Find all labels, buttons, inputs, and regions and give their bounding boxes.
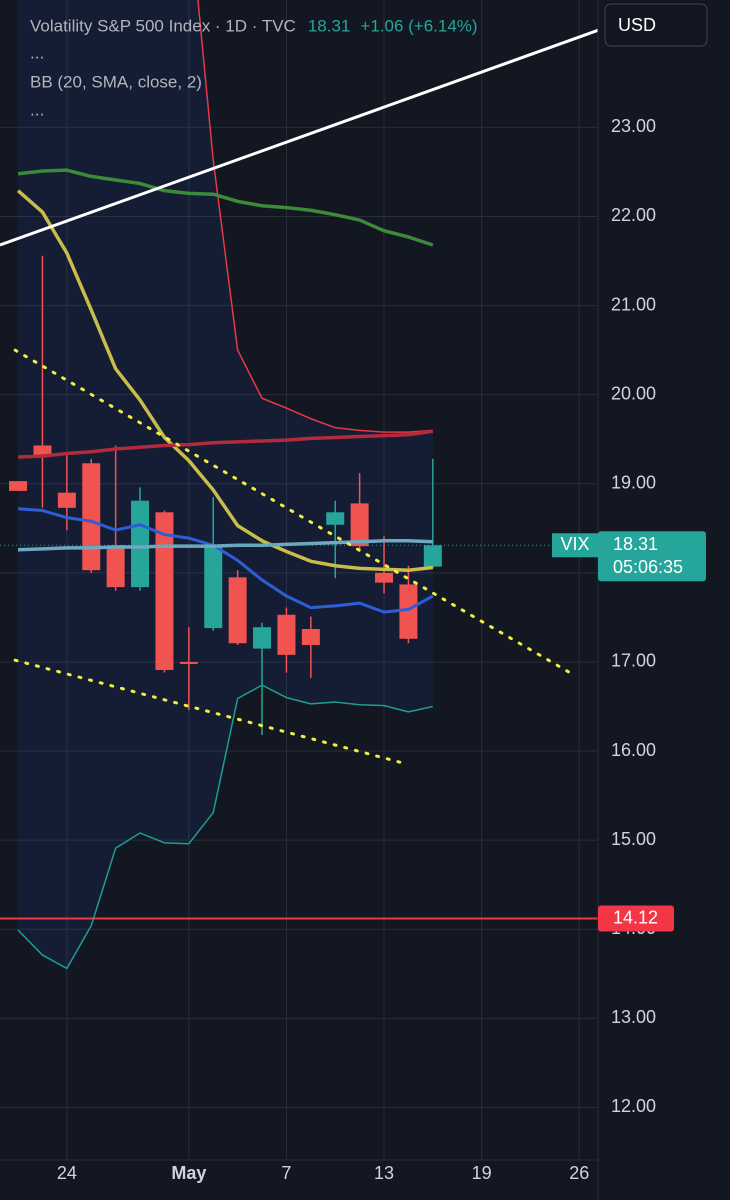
indicator-line <box>17 684 433 970</box>
x-tick-label: 26 <box>569 1163 589 1183</box>
x-tick-label: 19 <box>472 1163 492 1183</box>
x-tick-label: 13 <box>374 1163 394 1183</box>
candle-body <box>82 463 101 571</box>
candle-body <box>301 629 320 646</box>
axes: 12.0013.0014.0015.0016.0017.0018.0019.00… <box>57 116 706 1183</box>
hline-label: 14.12 <box>613 907 658 927</box>
indicator-line <box>17 168 434 247</box>
indicator-line <box>17 539 433 552</box>
indicator-line <box>17 429 434 459</box>
candle-body <box>253 627 272 649</box>
y-tick-label: 20.00 <box>611 383 656 403</box>
y-tick-label: 17.00 <box>611 651 656 671</box>
indicator-more: ... <box>30 100 44 119</box>
y-tick-label: 23.00 <box>611 116 656 136</box>
candle-body <box>204 545 223 629</box>
trend-line <box>13 348 572 675</box>
candle-body <box>131 500 150 588</box>
y-tick-label: 21.00 <box>611 294 656 314</box>
candle-body <box>399 584 418 639</box>
price-change: +1.06 (+6.14%) <box>360 16 477 35</box>
trend-line <box>0 28 598 247</box>
x-tick-label: 24 <box>57 1163 77 1183</box>
legend: Volatility S&P 500 Index · 1D · TVC 18.3… <box>30 16 478 119</box>
currency-button[interactable]: USD <box>604 3 708 47</box>
countdown-label: 05:06:35 <box>613 557 683 577</box>
trend-line <box>13 658 407 766</box>
price-badge <box>598 531 706 582</box>
x-tick-label: 7 <box>281 1163 291 1183</box>
candle-body <box>106 545 125 588</box>
candle-body <box>155 512 174 670</box>
price-label: 18.31 <box>613 534 658 554</box>
hline-badge <box>598 905 674 932</box>
y-tick-label: 15.00 <box>611 829 656 849</box>
indicator-label: BB (20, SMA, close, 2) <box>30 72 202 91</box>
currency-label[interactable]: USD <box>618 15 656 35</box>
last-price: 18.31 <box>308 16 351 35</box>
indicator-line <box>197 0 433 433</box>
candle-body <box>326 512 345 525</box>
candle-body <box>423 545 442 567</box>
candle-body <box>277 614 296 655</box>
candle-body <box>33 445 52 457</box>
candle-body <box>57 492 76 508</box>
indicator-line <box>16 189 434 572</box>
candle-body <box>375 572 394 583</box>
y-tick-label: 13.00 <box>611 1007 656 1027</box>
candle-body <box>350 503 369 547</box>
x-tick-label: May <box>171 1163 206 1183</box>
legend-more: ... <box>30 43 44 62</box>
band-fill <box>18 0 433 969</box>
y-tick-label: 22.00 <box>611 205 656 225</box>
candle-body <box>179 661 198 664</box>
y-tick-label: 12.00 <box>611 1096 656 1116</box>
y-tick-label: 16.00 <box>611 740 656 760</box>
indicator-line <box>17 507 434 614</box>
symbol-label: VIX <box>560 534 589 554</box>
plot-area <box>0 0 598 970</box>
symbol-badge <box>552 533 598 558</box>
candle-body <box>9 481 28 491</box>
candle-body <box>228 577 247 644</box>
currency-button-box[interactable] <box>604 3 708 47</box>
y-tick-label: 19.00 <box>611 473 656 493</box>
chart-title: Volatility S&P 500 Index · 1D · TVC <box>30 16 296 35</box>
